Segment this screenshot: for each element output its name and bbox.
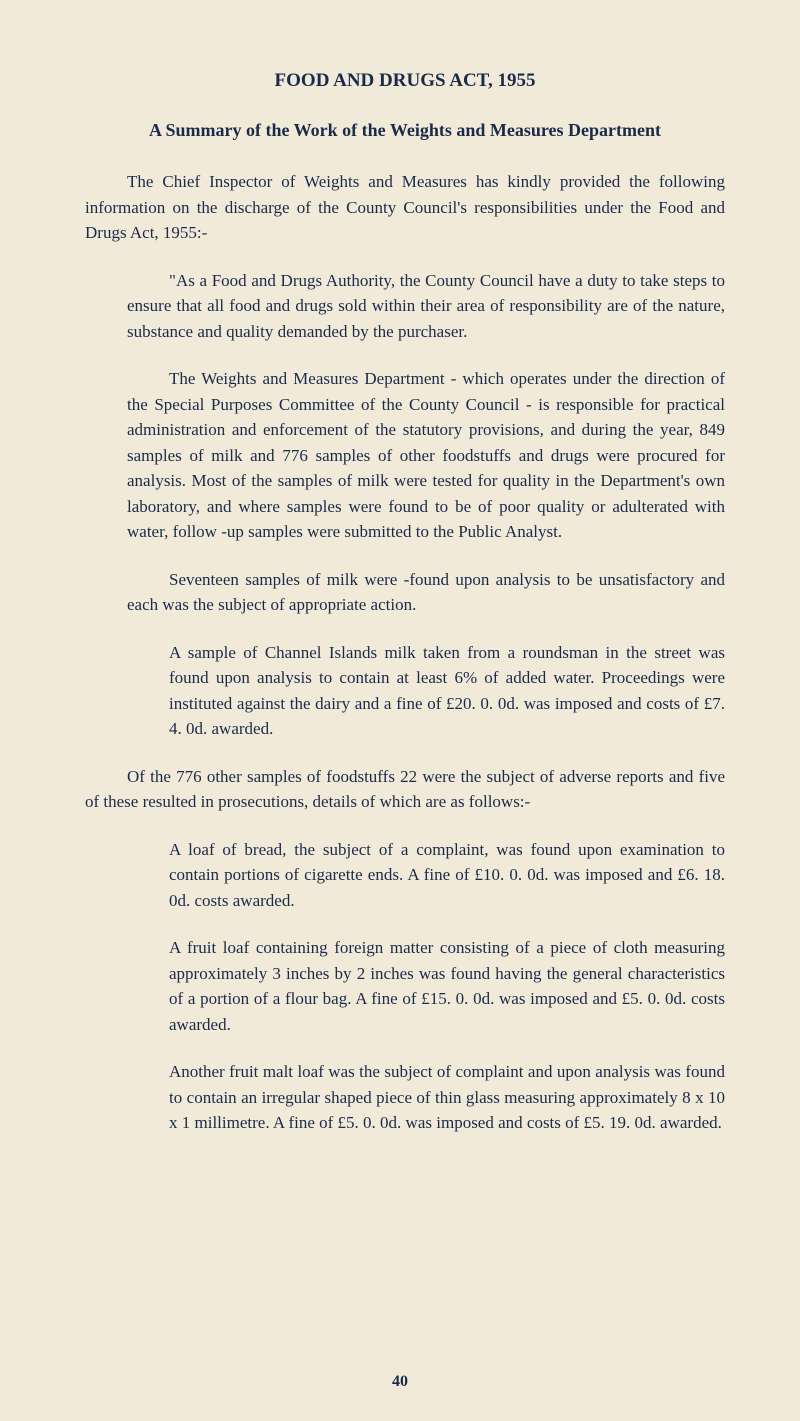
- page-number: 40: [0, 1373, 800, 1391]
- paragraph-quote-3: Seventeen samples of milk were -found up…: [85, 567, 725, 618]
- paragraph-nested-1: A sample of Channel Islands milk taken f…: [85, 640, 725, 742]
- paragraph-nested-3: A fruit loaf containing foreign matter c…: [85, 935, 725, 1037]
- paragraph-nested-4: Another fruit malt loaf was the subject …: [85, 1059, 725, 1136]
- paragraph-intro: The Chief Inspector of Weights and Measu…: [85, 169, 725, 246]
- paragraph-nested-2: A loaf of bread, the subject of a compla…: [85, 837, 725, 914]
- document-title: FOOD AND DRUGS ACT, 1955: [85, 70, 725, 92]
- document-subtitle: A Summary of the Work of the Weights and…: [85, 120, 725, 141]
- paragraph-continue: Of the 776 other samples of foodstuffs 2…: [85, 764, 725, 815]
- paragraph-quote-2: The Weights and Measures Department - wh…: [85, 366, 725, 545]
- paragraph-quote-1: "As a Food and Drugs Authority, the Coun…: [85, 268, 725, 345]
